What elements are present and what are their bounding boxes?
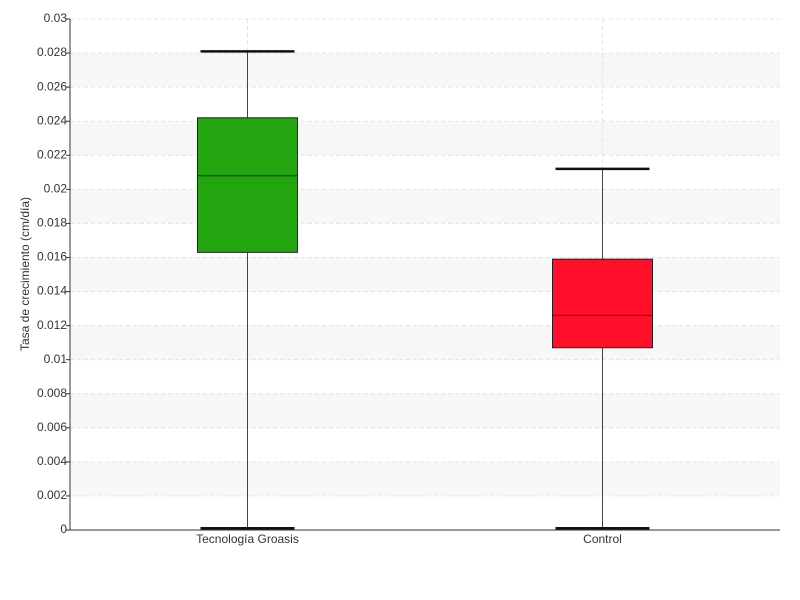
y-tick-label: 0.016: [37, 250, 67, 264]
grid-band: [70, 325, 780, 360]
y-tick-label: 0.014: [37, 284, 67, 298]
grid-band: [70, 257, 780, 292]
y-tick-label: 0.012: [37, 318, 67, 332]
box: [552, 258, 653, 349]
y-tick-label: 0.022: [37, 147, 67, 161]
y-tick-label: 0.002: [37, 488, 67, 502]
y-tick-label: 0.006: [37, 420, 67, 434]
y-tick-label: 0.01: [44, 352, 68, 366]
y-tick-label: 0.024: [37, 113, 67, 127]
grid-band: [70, 121, 780, 156]
y-tick-label: 0.02: [44, 182, 68, 196]
y-tick-label: 0.018: [37, 216, 67, 230]
y-axis-label: Tasa de crecimiento (cm/día): [18, 197, 32, 351]
x-tick-label: Control: [583, 532, 622, 546]
y-tick-label: 0.026: [37, 79, 67, 93]
grid-band: [70, 53, 780, 88]
y-tick-label: 0: [60, 522, 67, 536]
y-tick-label: 0.028: [37, 45, 67, 59]
box: [197, 117, 298, 253]
grid-band: [70, 461, 780, 496]
grid-band: [70, 393, 780, 428]
y-tick-label: 0.03: [44, 11, 68, 25]
y-tick-label: 0.008: [37, 386, 67, 400]
y-tick-label: 0.004: [37, 454, 67, 468]
grid-band: [70, 189, 780, 224]
x-tick-label: Tecnología Groasis: [196, 532, 299, 546]
